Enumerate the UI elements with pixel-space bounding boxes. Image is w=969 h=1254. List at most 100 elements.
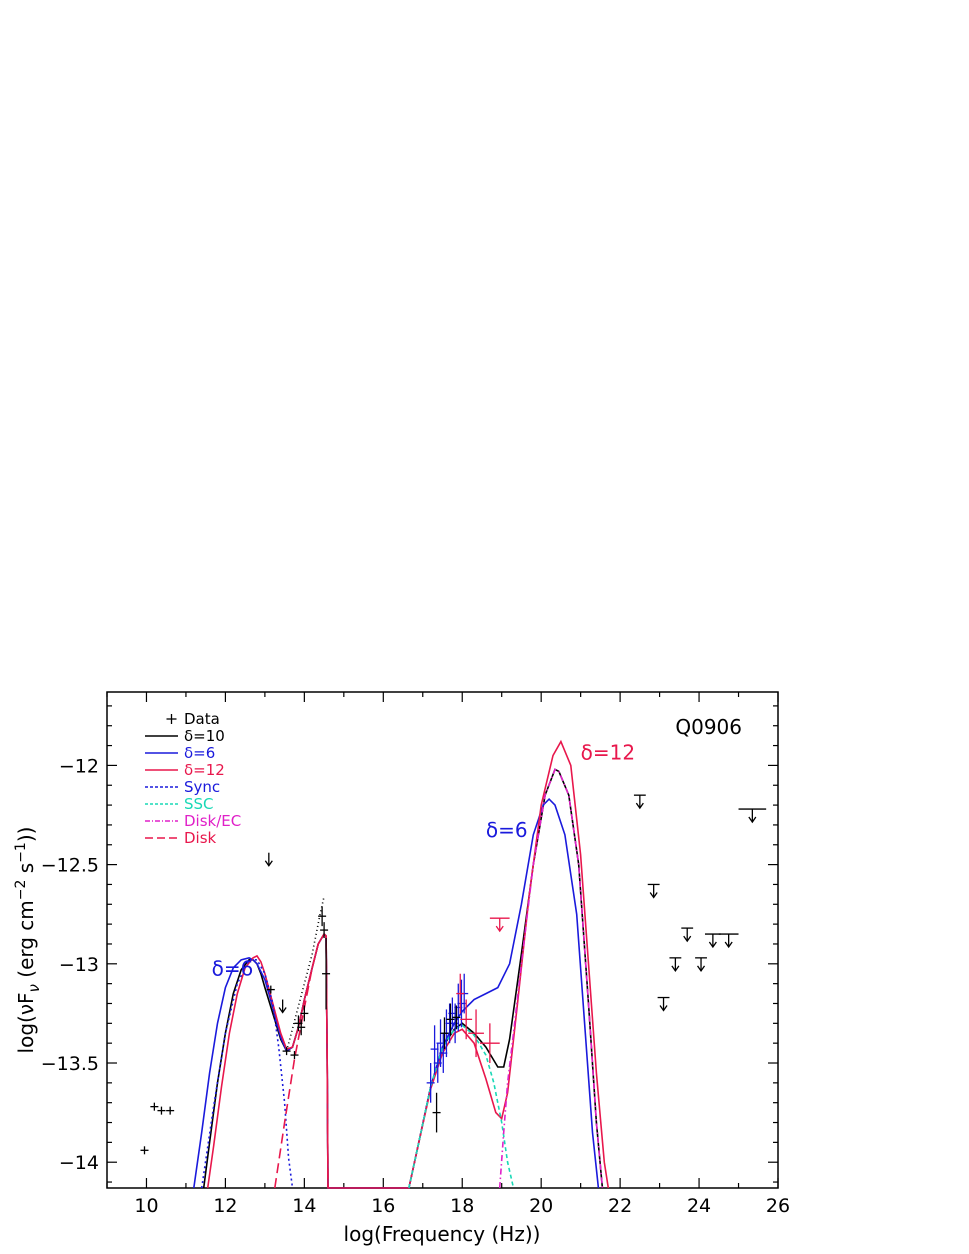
upper-limit-arrow: [681, 927, 694, 943]
data-point: [456, 973, 465, 1014]
data-point: [479, 1023, 500, 1064]
upper-limit-arrow: [695, 957, 707, 972]
data-point: [320, 922, 329, 939]
upper-limit-arrow: [738, 808, 767, 824]
curve-disk-ec: [498, 768, 604, 1189]
legend-label: δ=6: [184, 744, 215, 762]
legend-entry: δ=10: [145, 727, 225, 745]
legend-entry: Disk: [145, 829, 217, 847]
data-point: [266, 985, 275, 994]
y-label-subscript-nu: ν: [25, 984, 43, 992]
chart-title: Q0906: [675, 715, 742, 739]
upper-limit-arrow: [718, 933, 739, 949]
upper-limit-arrow: [489, 917, 510, 933]
upper-limits: [264, 794, 767, 1014]
limit-head: [696, 965, 706, 972]
upper-limit-arrow: [264, 852, 273, 867]
legend-entry: δ=12: [145, 761, 225, 779]
x-tick-label: 16: [371, 1195, 395, 1217]
upper-limit-arrow: [704, 933, 721, 949]
legend-label: Disk/EC: [184, 812, 241, 830]
x-tick-label: 10: [134, 1195, 158, 1217]
x-tick-label: 12: [213, 1195, 237, 1217]
upper-limit-arrow: [633, 794, 646, 810]
legend-label: SSC: [184, 795, 214, 813]
x-axis-label: log(Frequency (Hz)): [344, 1222, 541, 1246]
x-tick-label: 22: [608, 1195, 632, 1217]
y-tick-labels: −14 −13.5 −13 −12.5 −12: [41, 755, 99, 1174]
limit-head: [671, 965, 680, 972]
data-point: [440, 1017, 449, 1050]
limit-head: [683, 935, 692, 943]
data-point: [282, 1047, 291, 1056]
upper-limit-arrow: [657, 996, 670, 1012]
legend-label: δ=10: [184, 727, 225, 745]
legend-entry: Disk/EC: [145, 812, 241, 830]
upper-limit-arrow: [278, 999, 287, 1014]
legend-label: Disk: [184, 829, 217, 847]
data-point: [432, 1092, 441, 1133]
curve-ssc: [408, 1024, 515, 1189]
data-point: [157, 1106, 166, 1115]
legend-entry: Data: [166, 710, 220, 728]
y-label-superscript-s: −1: [13, 842, 29, 863]
x-tick-label: 24: [687, 1195, 711, 1217]
data-point: [468, 1009, 484, 1058]
limit-head: [649, 892, 658, 899]
annotation-label: δ=6: [212, 957, 254, 981]
legend-label: δ=12: [184, 761, 225, 779]
data-points: [140, 906, 500, 1155]
y-tick-label: −12.5: [41, 855, 99, 877]
limit-head: [724, 941, 733, 949]
model-curves: [193, 739, 610, 1189]
y-tick-label: −12: [59, 755, 99, 777]
y-label-part-e: s: [14, 863, 38, 880]
y-label-part-g: )): [14, 827, 38, 843]
limit-head: [708, 941, 717, 949]
limit-head: [748, 816, 757, 824]
x-tick-label: 20: [529, 1195, 553, 1217]
data-point: [140, 1146, 149, 1155]
data-point: [460, 999, 473, 1040]
y-axis-label: log(νFν (erg cm−2 s−1)): [13, 827, 43, 1054]
annotations: δ=6 δ=6 δ=12: [212, 740, 636, 980]
x-tick-label: 18: [450, 1195, 474, 1217]
data-point: [318, 906, 327, 927]
data-point: [426, 1063, 435, 1103]
curve-sync: [200, 958, 294, 1189]
y-label-superscript-cm: −2: [13, 880, 29, 901]
data-point: [300, 1005, 309, 1022]
curve--6: [193, 797, 600, 1189]
y-label-part-a: log(νF: [14, 992, 38, 1053]
y-tick-label: −13: [59, 954, 99, 976]
data-point: [297, 1019, 306, 1036]
y-label-part-c: (erg cm: [14, 900, 38, 984]
x-tick-labels: 10 12 14 16 18 20 22 24 26: [134, 1195, 790, 1217]
data-point: [452, 1005, 461, 1030]
legend-entry: δ=6: [145, 744, 215, 762]
curve--12: [206, 739, 610, 1189]
limit-head: [278, 1007, 287, 1014]
data-point: [290, 1051, 299, 1060]
upper-limit-arrow: [647, 883, 660, 899]
annotation-label: δ=12: [581, 740, 635, 764]
x-tick-label: 14: [292, 1195, 316, 1217]
y-tick-label: −13.5: [41, 1053, 99, 1075]
legend-label: Data: [184, 710, 220, 728]
legend-label: Sync: [184, 778, 220, 796]
upper-limit-arrow: [669, 957, 682, 972]
limit-head: [659, 1005, 668, 1012]
curve-disk: [274, 932, 329, 1189]
data-point: [322, 938, 331, 1010]
legend-entry: Sync: [145, 778, 220, 796]
plot-frame: [106, 691, 779, 1189]
curve-unlabeled: [285, 896, 325, 1052]
data-point: [446, 1003, 455, 1036]
y-tick-label: −14: [59, 1152, 99, 1174]
curve--10: [202, 768, 604, 1189]
x-tick-label: 26: [766, 1195, 790, 1217]
legend-entry: SSC: [145, 795, 214, 813]
data-point: [150, 1102, 159, 1111]
limit-head: [495, 925, 504, 933]
